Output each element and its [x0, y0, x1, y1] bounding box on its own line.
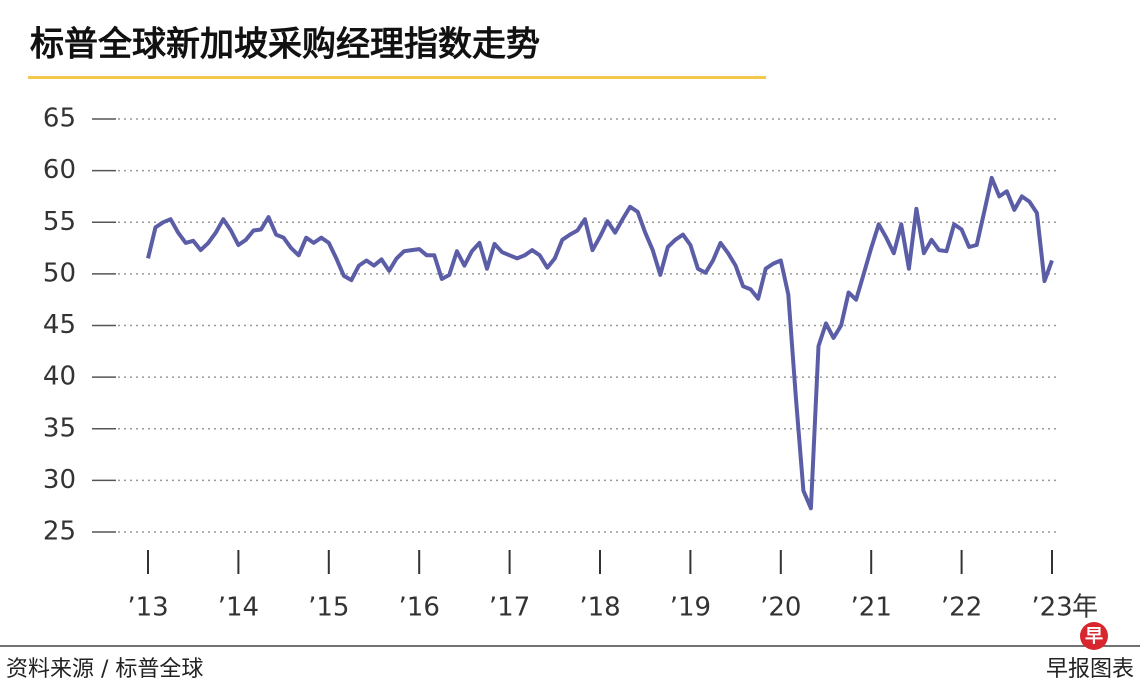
x-tick-label: ’14 [218, 593, 259, 623]
y-tick-label: 25 [43, 517, 76, 547]
credit: 早报图表 [1046, 657, 1134, 682]
y-tick-label: 40 [43, 362, 76, 392]
x-tick-label: ’19 [670, 593, 711, 623]
x-tick-label: ’23 [1031, 593, 1072, 623]
y-tick-label: 45 [43, 310, 76, 340]
x-tick-label: ’21 [851, 593, 892, 623]
title-underline [28, 76, 766, 79]
x-tick-label: ’15 [308, 593, 349, 623]
y-tick-label: 55 [43, 207, 76, 237]
y-tick-label: 60 [43, 155, 76, 185]
logo-text: 早 [1085, 626, 1103, 647]
x-tick-label: ’22 [941, 593, 982, 623]
logo [1080, 622, 1108, 650]
y-tick-label: 65 [43, 104, 76, 134]
x-tick-label: ’16 [399, 593, 440, 623]
x-tick-label: ’18 [579, 593, 620, 623]
x-tick-label: ’17 [489, 593, 530, 623]
x-tick-label: ’20 [760, 593, 801, 623]
line [146, 175, 1054, 511]
chart-title: 标普全球新加坡采购经理指数走势 [30, 25, 540, 65]
source: 资料来源 / 标普全球 [6, 657, 203, 682]
x-unit: 年 [1072, 593, 1098, 623]
y-tick-label: 50 [43, 258, 76, 288]
y-tick-label: 35 [43, 413, 76, 443]
x-tick-label: ’13 [127, 593, 168, 623]
y-tick-label: 30 [43, 465, 76, 495]
